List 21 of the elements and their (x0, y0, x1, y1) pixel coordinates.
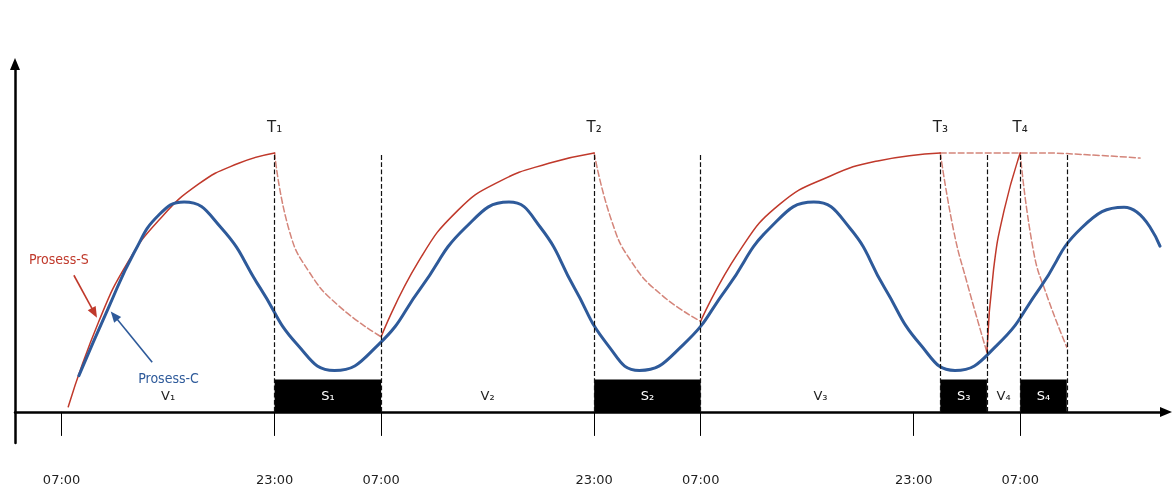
x-tick-label: 23:00 (255, 472, 294, 486)
ref-line-label: T₁ (266, 118, 283, 137)
x-tick-label: 07:00 (362, 472, 400, 486)
x-tick-label: 07:00 (681, 472, 720, 486)
ref-line-label: T₂ (585, 118, 602, 137)
x-tick-label: 23:00 (575, 472, 613, 486)
x-tick-label: 23:00 (894, 472, 933, 486)
x-tick-label: 07:00 (42, 472, 81, 486)
band-label: S₂ (640, 388, 655, 404)
ref-line-label: T₃ (931, 118, 948, 137)
band-label: S₁ (321, 388, 335, 404)
text: Prosess-C (138, 370, 199, 387)
band-label: S₄ (1036, 388, 1051, 404)
annotation: V₂ (480, 388, 495, 404)
ref-line-label: T₄ (1011, 118, 1028, 137)
annotation: V₁ (161, 388, 176, 404)
annotation: V₃ (813, 388, 828, 404)
annotation: V₄ (996, 388, 1011, 404)
x-tick-label: 07:00 (1001, 472, 1039, 486)
text: Prosess-S (28, 251, 89, 268)
band-label: S₃ (956, 388, 971, 404)
